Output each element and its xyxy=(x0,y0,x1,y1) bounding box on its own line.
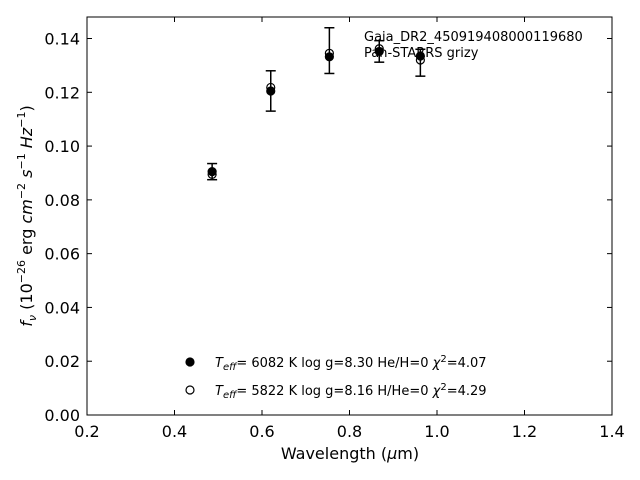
legend-entry-text: Teff= 5822 K log g=8.16 H/He=0 χ2=4.29 xyxy=(215,382,487,401)
legend-entry-text: Teff= 6082 K log g=8.30 He/H=0 χ2=4.07 xyxy=(215,354,487,373)
x-tick-label: 0.6 xyxy=(249,422,274,441)
model-point-open xyxy=(415,55,425,65)
y-tick-label: 0.10 xyxy=(44,137,80,156)
y-tick-label: 0.00 xyxy=(44,406,80,425)
y-tick-label: 0.02 xyxy=(44,352,80,371)
x-tick-label: 0.2 xyxy=(74,422,99,441)
y-tick-label: 0.06 xyxy=(44,245,80,264)
x-tick-label: 1.2 xyxy=(512,422,537,441)
legend: Teff= 6082 K log g=8.30 He/H=0 χ2=4.07 Te… xyxy=(185,354,487,401)
x-tick-label: 0.8 xyxy=(337,422,362,441)
x-tick-label: 0.4 xyxy=(162,422,187,441)
axis-ticks: 0.2 0.4 0.6 0.8 1.0 1.2 1.4 0.00 0.02 0.04 0.06 0.0… xyxy=(44,17,625,441)
model-point-open xyxy=(207,169,217,179)
y-tick-label: 0.08 xyxy=(44,191,80,210)
legend-marker-open xyxy=(185,385,195,395)
model-point-open xyxy=(324,48,334,58)
model-point-filled xyxy=(207,167,217,177)
y-tick-label: 0.12 xyxy=(44,83,80,102)
model-point-open xyxy=(374,44,384,54)
star-id-annotation: Gaia_DR2_450919408000119680 xyxy=(364,30,583,45)
x-axis-label: Wavelength (μm) xyxy=(281,444,419,463)
legend-marker-filled xyxy=(185,357,195,367)
plot-frame xyxy=(86,16,613,416)
data-markers xyxy=(207,44,425,179)
y-axis-label: fν (10−26 erg cm−2 s−1 Hz−1) xyxy=(15,105,39,326)
model-point-open xyxy=(266,82,276,93)
y-tick-label: 0.14 xyxy=(44,30,80,49)
model-point-filled xyxy=(374,46,384,57)
survey-annotation: Pan-STARRS grizy xyxy=(364,46,479,61)
y-tick-label: 0.04 xyxy=(44,298,80,317)
x-tick-label: 1.0 xyxy=(424,422,449,441)
x-tick-label: 1.4 xyxy=(599,422,624,441)
errorbar xyxy=(324,27,335,75)
